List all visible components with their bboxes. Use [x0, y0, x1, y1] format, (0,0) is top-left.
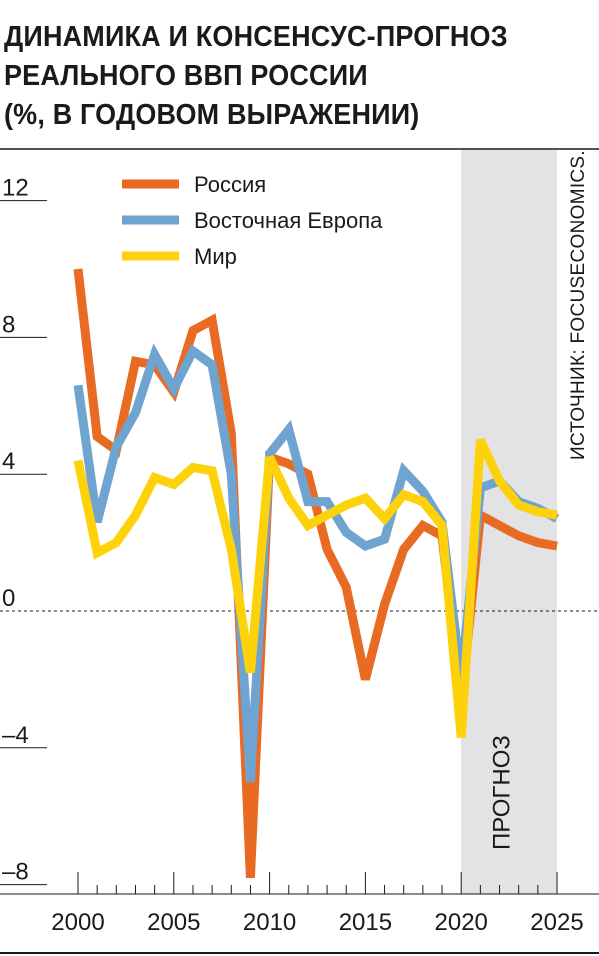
- x-tick-label: 2000: [51, 909, 104, 936]
- title-line-3: (%, В ГОДОВОМ ВЫРАЖЕНИИ): [4, 99, 420, 131]
- x-tick-label: 2015: [339, 909, 392, 936]
- title-line-1: ДИНАМИКА И КОНСЕНСУС-ПРОГНОЗ: [4, 21, 508, 53]
- legend-label-1: Восточная Европа: [194, 208, 383, 233]
- series-line-2: [73, 438, 558, 738]
- chart-title: ДИНАМИКА И КОНСЕНСУС-ПРОГНОЗ РЕАЛЬНОГО В…: [4, 18, 525, 135]
- x-tick-label: 2010: [243, 909, 296, 936]
- y-tick-label: 8: [2, 311, 15, 338]
- x-tick-label: 2020: [435, 909, 488, 936]
- y-tick-label: 0: [2, 585, 15, 612]
- forecast-label: ПРОГНОЗ: [489, 735, 516, 850]
- x-tick-label: 2025: [530, 909, 583, 936]
- title-line-2: РЕАЛЬНОГО ВВП РОССИИ: [4, 60, 368, 92]
- y-tick-label: 12: [2, 175, 29, 202]
- x-tick-label: 2005: [147, 909, 200, 936]
- y-tick-label: –8: [2, 859, 29, 886]
- y-tick-label: –4: [2, 722, 29, 749]
- legend-label-2: Мир: [194, 244, 237, 269]
- y-tick-label: 4: [2, 448, 15, 475]
- legend-label-0: Россия: [194, 172, 266, 197]
